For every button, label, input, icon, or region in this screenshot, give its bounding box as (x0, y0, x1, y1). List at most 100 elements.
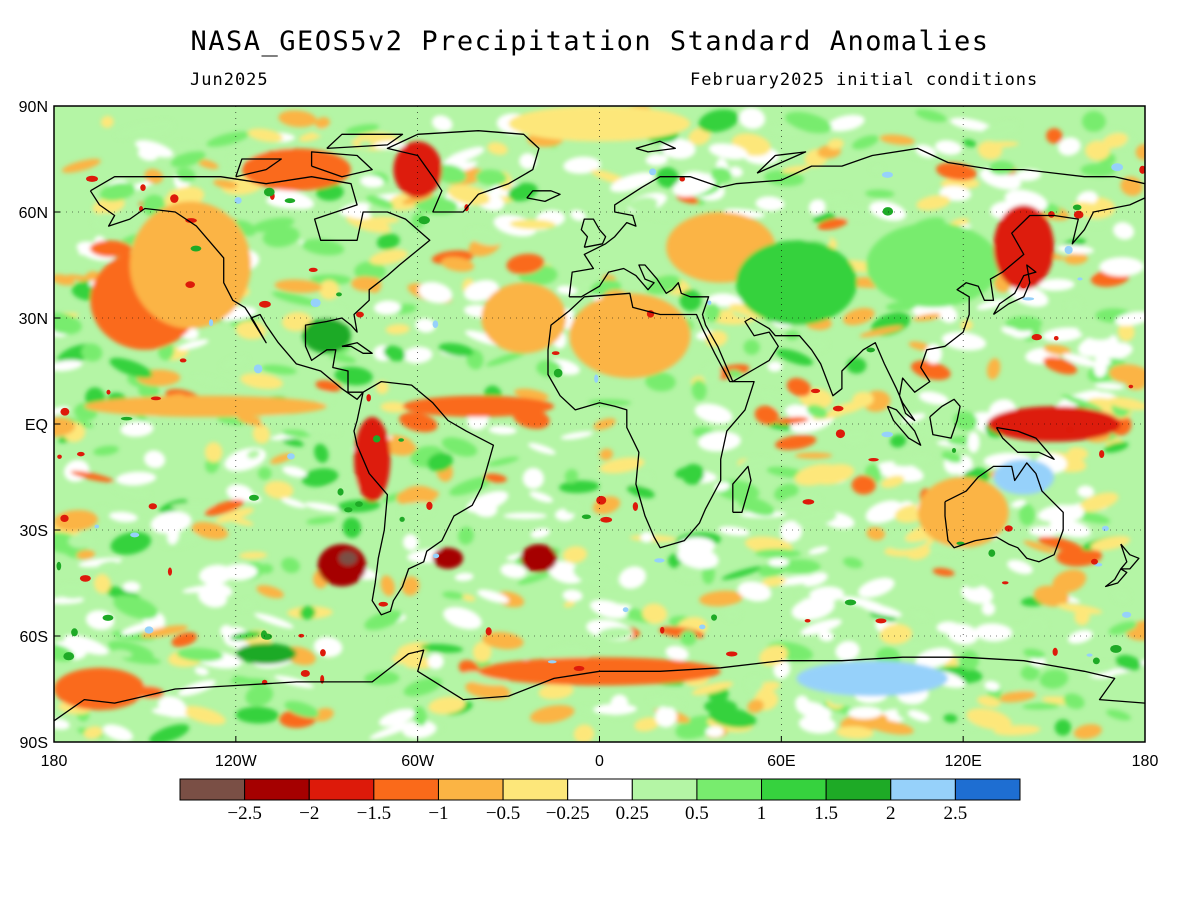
field-cell (93, 445, 119, 456)
field-cell (1073, 210, 1084, 219)
field-cell (1113, 222, 1135, 240)
field-cell (261, 364, 297, 375)
field-cell (304, 502, 340, 512)
anomaly-region (993, 459, 1055, 495)
field-cell (216, 416, 246, 426)
field-cell (966, 708, 1012, 730)
anomaly-region (338, 551, 358, 566)
field-cell (249, 494, 259, 501)
field-cell (645, 372, 676, 392)
field-cell (1117, 322, 1135, 342)
field-cell (208, 319, 214, 327)
field-cell (680, 630, 697, 646)
field-cell (642, 603, 668, 624)
field-cell (197, 159, 219, 170)
field-cell (399, 412, 438, 433)
colorbar-label: 0.25 (616, 803, 649, 824)
lat-tick-label: 60N (19, 205, 48, 222)
field-cell (298, 633, 305, 638)
lat-tick-label: EQ (25, 417, 48, 434)
field-cell (746, 676, 764, 693)
field-cell (366, 195, 394, 209)
field-cell (866, 526, 886, 541)
field-cell (301, 238, 345, 256)
field-cell (776, 348, 813, 366)
field-cell (1038, 536, 1081, 551)
field-cell (943, 713, 958, 723)
field-cell (798, 597, 823, 614)
field-cell (315, 117, 330, 129)
field-cell (206, 131, 250, 147)
field-cell (709, 707, 757, 728)
field-cell (361, 216, 400, 225)
field-cell (344, 507, 353, 513)
field-cell (1099, 450, 1105, 459)
field-cell (378, 709, 416, 727)
field-cell (120, 416, 133, 421)
field-cell (1028, 526, 1060, 537)
field-cell (640, 531, 654, 543)
field-cell (724, 607, 741, 622)
field-cell (414, 196, 458, 215)
field-cell (247, 449, 260, 459)
field-cell (431, 115, 453, 132)
field-cell (341, 207, 372, 219)
colorbar-label: −0.5 (486, 803, 520, 824)
field-cell (1056, 546, 1103, 567)
field-cell (879, 134, 915, 145)
coastline (732, 465, 752, 513)
field-cell (828, 114, 865, 132)
field-cell (918, 391, 949, 405)
field-cell (711, 614, 718, 621)
field-cell (844, 599, 857, 606)
field-cell (176, 167, 196, 183)
field-cell (767, 422, 797, 431)
field-cell (381, 438, 417, 456)
field-cell (868, 457, 879, 462)
field-cell (140, 625, 188, 638)
field-cell (858, 577, 895, 598)
field-cell (294, 419, 340, 435)
coastline (547, 292, 755, 549)
field-cell (253, 364, 263, 374)
field-cell (308, 267, 318, 273)
field-cell (220, 624, 233, 638)
field-cell (743, 339, 760, 355)
field-cell (61, 158, 101, 173)
field-cell (908, 710, 931, 722)
field-cell (859, 602, 902, 617)
field-cell (1022, 703, 1060, 710)
field-cell (171, 632, 198, 648)
field-cell (63, 634, 109, 655)
field-cell (1112, 588, 1131, 603)
field-cell (121, 654, 161, 665)
field-cell (893, 454, 934, 467)
field-cell (1053, 336, 1059, 341)
field-cell (802, 499, 815, 505)
field-cell (1073, 201, 1103, 214)
field-cell (144, 450, 166, 469)
field-cell (656, 167, 679, 188)
field-cell (96, 561, 119, 573)
field-cell (278, 110, 317, 128)
field-cell (1090, 558, 1098, 565)
field-cell (202, 582, 233, 598)
field-cell (588, 399, 632, 406)
field-cell (768, 558, 789, 567)
field-cell (130, 532, 140, 538)
field-cell (113, 595, 158, 620)
field-cell (54, 718, 70, 730)
field-cell (170, 194, 179, 203)
field-cell (282, 466, 307, 478)
field-cell (560, 431, 594, 440)
field-cell (538, 683, 574, 700)
field-cell (185, 281, 195, 289)
field-cell (965, 579, 984, 589)
field-cell (309, 274, 352, 285)
field-cell (647, 695, 685, 709)
field-cell (967, 431, 980, 453)
field-cell (1102, 132, 1128, 149)
field-cell (794, 452, 833, 459)
field-cell (1020, 665, 1040, 681)
colorbar-swatch (825, 778, 892, 801)
